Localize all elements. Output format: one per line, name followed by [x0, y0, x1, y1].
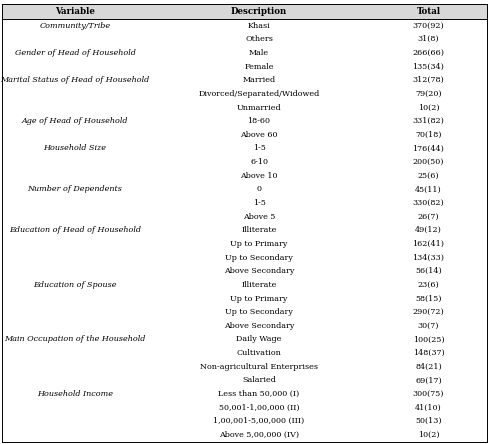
- Text: Others: Others: [244, 35, 272, 43]
- Text: 1-5: 1-5: [252, 144, 265, 152]
- Text: 69(17): 69(17): [414, 377, 441, 385]
- Text: 1,00,001-5,00,000 (III): 1,00,001-5,00,000 (III): [213, 417, 304, 425]
- Text: 45(11): 45(11): [414, 185, 441, 194]
- Text: Age of Head of Household: Age of Head of Household: [22, 117, 128, 125]
- Text: 50(13): 50(13): [414, 417, 441, 425]
- Text: 23(6): 23(6): [417, 281, 438, 289]
- Text: 300(75): 300(75): [412, 390, 443, 398]
- Text: 0: 0: [256, 185, 261, 194]
- Text: Number of Dependents: Number of Dependents: [27, 185, 122, 194]
- Text: Illiterate: Illiterate: [241, 226, 276, 234]
- Text: Less than 50,000 (I): Less than 50,000 (I): [218, 390, 299, 398]
- Text: 148(37): 148(37): [412, 349, 444, 357]
- Text: 58(15): 58(15): [414, 294, 441, 302]
- Text: Above Secondary: Above Secondary: [224, 322, 294, 330]
- Text: 290(72): 290(72): [412, 308, 444, 316]
- Text: Male: Male: [248, 49, 268, 57]
- Text: Education of Spouse: Education of Spouse: [33, 281, 117, 289]
- Text: Marital Status of Head of Household: Marital Status of Head of Household: [0, 76, 149, 84]
- Text: 330(82): 330(82): [412, 199, 444, 207]
- Text: Divorced/Separated/Widowed: Divorced/Separated/Widowed: [198, 90, 319, 98]
- Text: Total: Total: [416, 7, 440, 16]
- Text: 1-5: 1-5: [252, 199, 265, 207]
- Text: Main Occupation of the Household: Main Occupation of the Household: [4, 336, 145, 344]
- Text: Household Size: Household Size: [43, 144, 106, 152]
- Text: 6-10: 6-10: [249, 158, 267, 166]
- Text: Cultivation: Cultivation: [236, 349, 281, 357]
- Text: 50,001-1,00,000 (II): 50,001-1,00,000 (II): [218, 404, 299, 412]
- Text: 30(7): 30(7): [417, 322, 438, 330]
- Text: 176(44): 176(44): [412, 144, 444, 152]
- Text: 370(92): 370(92): [412, 22, 444, 30]
- Text: Salaried: Salaried: [242, 377, 275, 385]
- Text: Community/Tribe: Community/Tribe: [40, 22, 110, 30]
- Text: 49(12): 49(12): [414, 226, 441, 234]
- Text: Up to Secondary: Up to Secondary: [224, 308, 292, 316]
- Text: Non-agricultural Enterprises: Non-agricultural Enterprises: [200, 363, 317, 371]
- Text: 41(10): 41(10): [414, 404, 441, 412]
- Text: Gender of Head of Household: Gender of Head of Household: [15, 49, 135, 57]
- Text: Daily Wage: Daily Wage: [236, 336, 281, 344]
- Text: Unmarried: Unmarried: [236, 103, 281, 111]
- Text: Above 5: Above 5: [243, 213, 275, 221]
- Text: 312(78): 312(78): [412, 76, 444, 84]
- Text: Above 60: Above 60: [240, 131, 277, 139]
- Text: Up to Primary: Up to Primary: [230, 294, 287, 302]
- Text: 70(18): 70(18): [414, 131, 441, 139]
- Text: 200(50): 200(50): [412, 158, 443, 166]
- Text: 10(2): 10(2): [417, 103, 438, 111]
- Text: 162(41): 162(41): [411, 240, 444, 248]
- Text: Illiterate: Illiterate: [241, 281, 276, 289]
- Text: 56(14): 56(14): [414, 267, 441, 275]
- Text: Up to Secondary: Up to Secondary: [224, 254, 292, 262]
- Text: Description: Description: [230, 7, 286, 16]
- Text: 25(6): 25(6): [417, 172, 438, 180]
- Text: 331(82): 331(82): [412, 117, 444, 125]
- Text: 84(21): 84(21): [414, 363, 441, 371]
- Text: Up to Primary: Up to Primary: [230, 240, 287, 248]
- Text: Household Income: Household Income: [37, 390, 113, 398]
- Text: 100(25): 100(25): [412, 336, 444, 344]
- Text: 134(33): 134(33): [411, 254, 444, 262]
- Text: Female: Female: [244, 63, 273, 71]
- Text: 79(20): 79(20): [414, 90, 441, 98]
- Text: Variable: Variable: [55, 7, 95, 16]
- Bar: [2, 4, 486, 19]
- Text: 135(34): 135(34): [412, 63, 444, 71]
- Text: Above 5,00,000 (IV): Above 5,00,000 (IV): [219, 431, 299, 439]
- Text: 266(66): 266(66): [411, 49, 444, 57]
- Text: Khasi: Khasi: [247, 22, 270, 30]
- Text: Above 10: Above 10: [240, 172, 277, 180]
- Text: 10(2): 10(2): [417, 431, 438, 439]
- Text: 26(7): 26(7): [417, 213, 438, 221]
- Text: Education of Head of Household: Education of Head of Household: [9, 226, 141, 234]
- Text: 31(8): 31(8): [417, 35, 438, 43]
- Text: Married: Married: [242, 76, 275, 84]
- Text: Above Secondary: Above Secondary: [224, 267, 294, 275]
- Text: 18-60: 18-60: [247, 117, 270, 125]
